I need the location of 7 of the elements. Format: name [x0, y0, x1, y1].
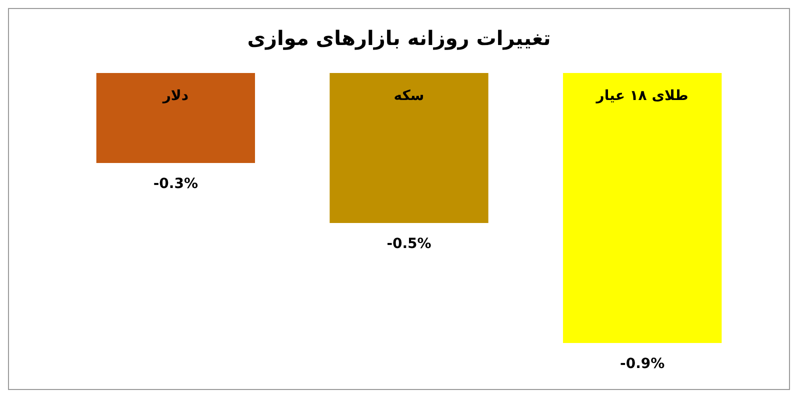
x-tick-label: سکه: [394, 88, 424, 104]
data-label: -0.3%: [153, 176, 198, 192]
chart-title: تغییرات روزانه بازارهای موازی: [247, 26, 551, 50]
data-label: -0.5%: [386, 236, 432, 252]
x-tick-label: دلار: [162, 88, 189, 104]
x-tick-label: طلای ۱۸ عیار: [595, 88, 688, 104]
data-label: -0.9%: [620, 356, 665, 372]
